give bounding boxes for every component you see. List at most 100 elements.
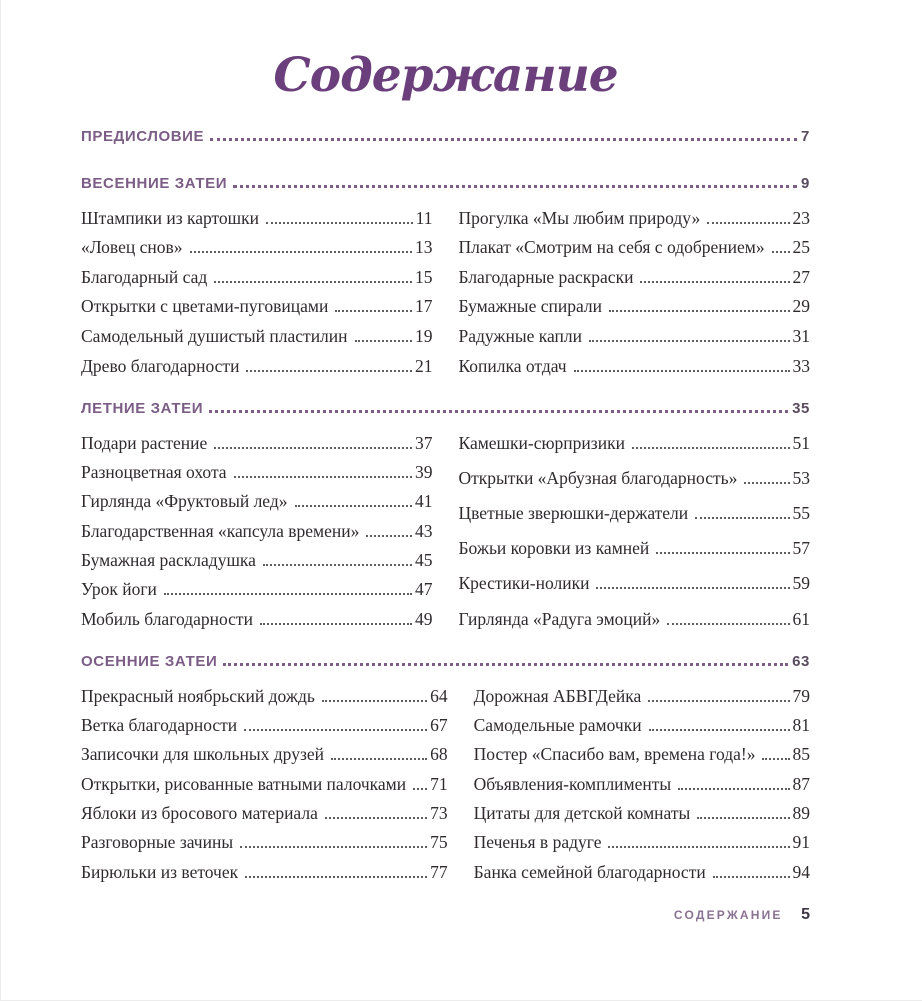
toc-entry: Гирлянда «Фруктовый лед» 41 bbox=[81, 491, 433, 511]
dot-leader bbox=[354, 340, 412, 343]
toc-entry: Разноцветная охота 39 bbox=[81, 462, 433, 482]
toc-entry: Мобиль благодарности 49 bbox=[81, 609, 433, 629]
toc-entry: Копилка отдач 33 bbox=[459, 356, 811, 376]
toc-entry: Прогулка «Мы любим природу» 23 bbox=[459, 208, 811, 228]
entry-page-number: 79 bbox=[792, 685, 811, 706]
toc-entry: Открытки «Арбузная благодарность» 53 bbox=[459, 468, 811, 488]
entry-title: Прекрасный ноябрьский дождь bbox=[81, 685, 315, 706]
toc-entry: Бумажные спирали 29 bbox=[459, 296, 811, 316]
entry-page-number: 37 bbox=[415, 432, 433, 453]
toc-entry: Самодельные рамочки 81 bbox=[474, 715, 810, 735]
toc-entry: Крестики-нолики 59 bbox=[459, 573, 811, 593]
dot-leader bbox=[321, 699, 428, 702]
preface-page-number: 7 bbox=[801, 127, 810, 145]
entry-title: Яблоки из бросового материала bbox=[81, 803, 318, 823]
toc-entry: Камешки-сюрпризики 51 bbox=[459, 433, 811, 453]
entry-title: Цветные зверюшки-держатели bbox=[458, 503, 689, 524]
entry-title: Благодарный сад bbox=[81, 266, 208, 287]
entry-title: Банка семейной благодарности bbox=[473, 861, 706, 882]
dot-leader bbox=[631, 446, 790, 449]
section-page-number: 35 bbox=[792, 399, 810, 417]
entry-title: Бумажная раскладушка bbox=[81, 550, 256, 570]
section-columns: Прекрасный ноябрьский дождь 64 Ветка бла… bbox=[81, 686, 810, 882]
toc-entry: Открытки с цветами-пуговицами 17 bbox=[81, 296, 433, 316]
entry-title: Гирлянда «Радуга эмоций» bbox=[458, 608, 661, 629]
entry-page-number: 68 bbox=[430, 744, 448, 765]
toc-section-autumn: ОСЕННИЕ ЗАТЕИ 63 Прекрасный ноябрьский д… bbox=[81, 653, 810, 882]
entry-title: Подари растение bbox=[81, 432, 208, 453]
dot-leader bbox=[189, 251, 412, 254]
entry-page-number: 39 bbox=[415, 462, 433, 483]
dot-leader bbox=[245, 875, 428, 878]
toc-entry: Самодельный душистый пластилин 19 bbox=[81, 326, 433, 346]
entry-title: Открытки «Арбузная благодарность» bbox=[458, 467, 738, 488]
toc-column-left: Прекрасный ноябрьский дождь 64 Ветка бла… bbox=[81, 686, 448, 882]
entry-page-number: 67 bbox=[430, 715, 448, 736]
entry-page-number: 47 bbox=[415, 579, 433, 600]
dot-leader bbox=[366, 534, 412, 537]
entry-page-number: 61 bbox=[792, 608, 811, 629]
toc-preface-row: ПРЕДИСЛОВИЕ 7 bbox=[81, 128, 810, 145]
entry-title: Камешки-сюрпризики bbox=[458, 432, 625, 453]
entry-title: Мобиль благодарности bbox=[81, 608, 253, 629]
toc-entry: Благодарные раскраски 27 bbox=[459, 267, 811, 287]
entry-page-number: 11 bbox=[415, 207, 433, 228]
toc-entry: Дорожная АБВГДейка 79 bbox=[474, 686, 810, 706]
entry-page-number: 71 bbox=[430, 773, 448, 794]
entry-page-number: 49 bbox=[415, 608, 433, 629]
entry-page-number: 53 bbox=[792, 467, 811, 488]
entry-page-number: 75 bbox=[430, 832, 448, 853]
entry-title: «Ловец снов» bbox=[81, 237, 183, 258]
entry-title: Бирюльки из веточек bbox=[81, 861, 239, 882]
dot-leader bbox=[214, 280, 412, 283]
dot-leader bbox=[771, 251, 790, 254]
section-label: ОСЕННИЕ ЗАТЕИ bbox=[81, 652, 218, 670]
toc-entry: Печенья в радуге 91 bbox=[474, 832, 810, 852]
page-footer: СОДЕРЖАНИЕ 5 bbox=[81, 906, 810, 924]
entry-page-number: 31 bbox=[792, 326, 811, 347]
entry-page-number: 81 bbox=[792, 715, 811, 736]
preface-label: ПРЕДИСЛОВИЕ bbox=[81, 127, 205, 145]
section-header-row: ОСЕННИЕ ЗАТЕИ 63 bbox=[81, 653, 810, 670]
entry-page-number: 77 bbox=[430, 861, 448, 882]
dot-leader bbox=[608, 846, 790, 849]
toc-entry: Ветка благодарности 67 bbox=[81, 715, 448, 735]
toc-entry: Гирлянда «Радуга эмоций» 61 bbox=[459, 609, 811, 629]
dot-leader bbox=[324, 817, 428, 819]
entry-page-number: 51 bbox=[792, 432, 811, 453]
dot-leader bbox=[266, 221, 413, 224]
dot-leader bbox=[712, 875, 790, 878]
entry-page-number: 73 bbox=[430, 803, 448, 823]
toc-column-right: Камешки-сюрпризики 51 Открытки «Арбузная… bbox=[459, 433, 811, 629]
entry-title: Самодельные рамочки bbox=[473, 715, 642, 736]
toc-section-summer: ЛЕТНИЕ ЗАТЕИ 35 Подари растение 37 Разно… bbox=[81, 400, 810, 629]
toc-entry: Божьи коровки из камней 57 bbox=[459, 538, 811, 558]
section-page-number: 9 bbox=[801, 174, 810, 192]
page-title: Содержание bbox=[273, 48, 618, 103]
toc-entry: Яблоки из бросового материала 73 bbox=[81, 803, 448, 823]
entry-page-number: 15 bbox=[415, 266, 433, 287]
entry-title: Бумажные спирали bbox=[458, 296, 602, 317]
entry-title: Открытки, рисованные ватными палочками bbox=[81, 773, 407, 794]
dot-leader bbox=[209, 409, 789, 413]
dot-leader bbox=[762, 758, 790, 761]
toc-entry: Древо благодарности 21 bbox=[81, 356, 433, 376]
entry-page-number: 29 bbox=[792, 296, 811, 317]
dot-leader bbox=[707, 221, 790, 224]
entry-page-number: 59 bbox=[792, 573, 811, 594]
toc-column-left: Подари растение 37 Разноцветная охота 39… bbox=[81, 433, 433, 629]
dot-leader bbox=[695, 517, 790, 520]
dot-leader bbox=[214, 446, 412, 449]
toc-entry: Разговорные зачины 75 bbox=[81, 832, 448, 852]
entry-title: Записочки для школьных друзей bbox=[81, 744, 324, 765]
entry-title: Радужные капли bbox=[458, 326, 583, 347]
entry-page-number: 23 bbox=[792, 207, 811, 228]
entry-page-number: 85 bbox=[792, 744, 811, 765]
dot-leader bbox=[223, 662, 789, 666]
section-header-row: ВЕСЕННИЕ ЗАТЕИ 9 bbox=[81, 175, 810, 192]
section-page-number: 63 bbox=[792, 652, 810, 670]
entry-page-number: 19 bbox=[415, 326, 433, 347]
dot-leader bbox=[413, 787, 428, 790]
toc-entry: Радужные капли 31 bbox=[459, 326, 811, 346]
